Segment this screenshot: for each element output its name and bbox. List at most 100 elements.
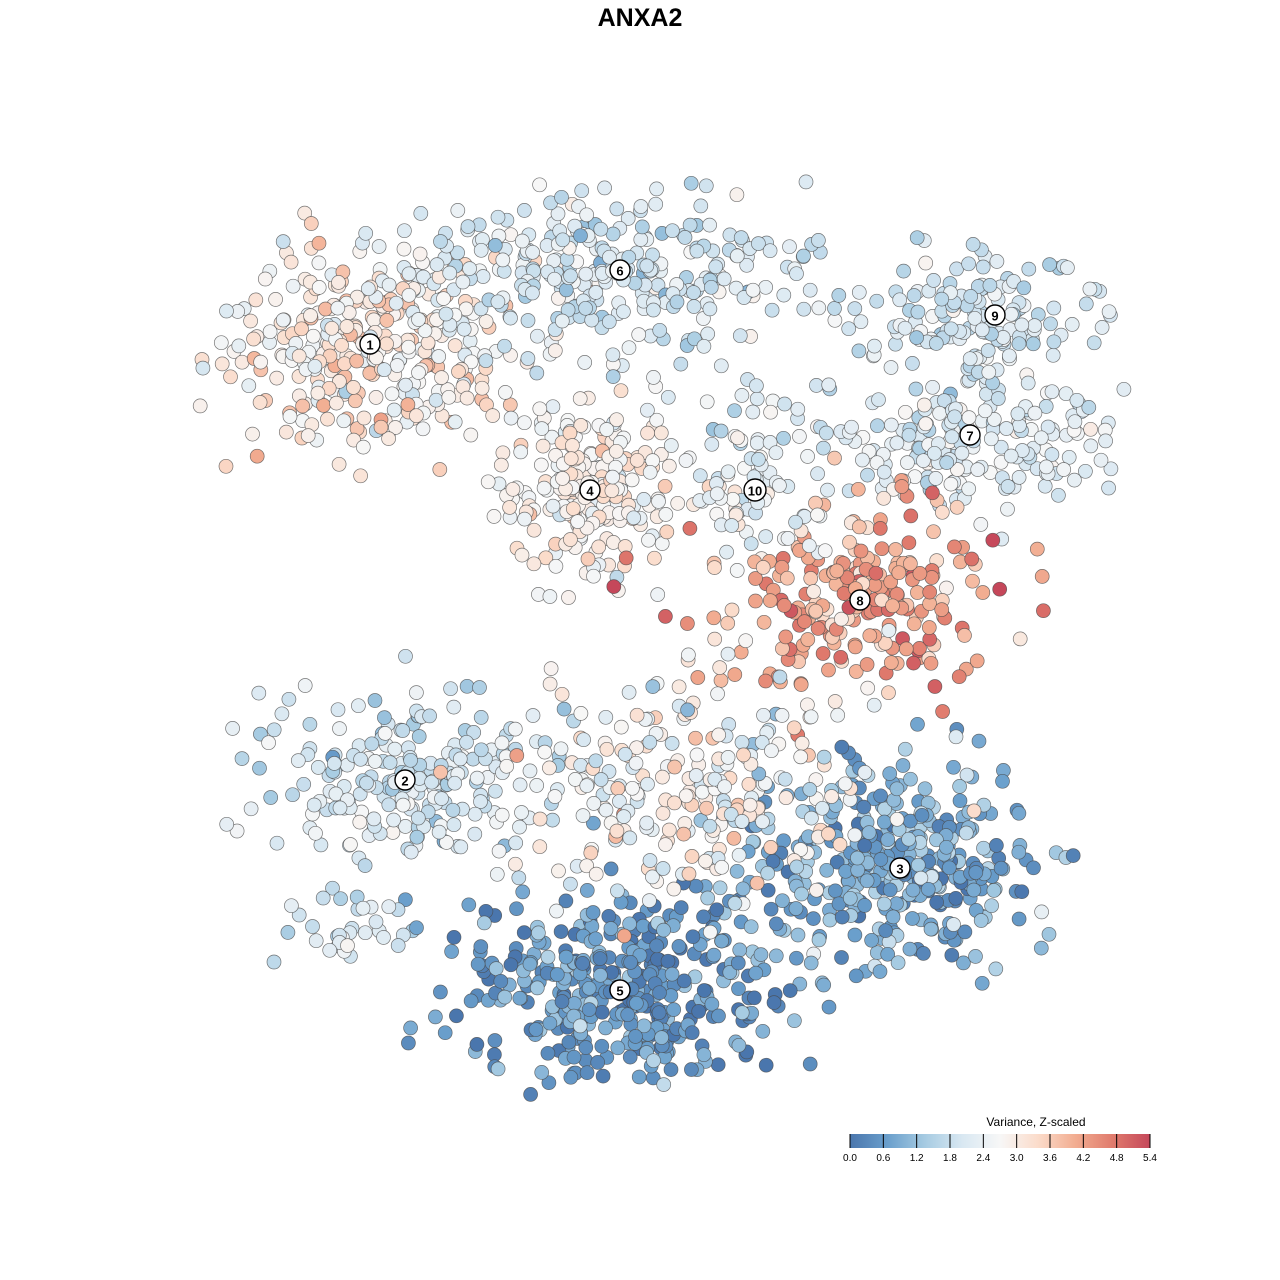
cell-point (410, 810, 426, 826)
cell-point (554, 189, 569, 205)
cell-point (731, 847, 747, 863)
colorbar-title: Variance, Z-scaled (986, 1115, 1085, 1129)
cell-point (732, 942, 748, 958)
cell-point (473, 742, 489, 758)
cell-point (910, 304, 926, 320)
cell-point (688, 730, 703, 746)
cell-point (328, 786, 344, 802)
cluster-label-badge (743, 478, 767, 502)
cell-point (545, 399, 561, 415)
cell-point (332, 374, 347, 389)
cell-point (811, 300, 827, 316)
cell-point (384, 386, 400, 402)
cell-point (409, 685, 424, 700)
cell-point (713, 423, 729, 439)
cell-point (898, 404, 913, 420)
cell-point (794, 735, 810, 751)
cell-point (763, 404, 778, 420)
cluster-label-badge (394, 769, 416, 791)
cell-point (738, 633, 754, 649)
cell-point (702, 301, 718, 317)
cell-point (751, 766, 767, 782)
cell-point (409, 920, 424, 936)
cell-point (729, 863, 745, 879)
cluster-label-8: 8 (849, 589, 871, 611)
cell-point (905, 911, 920, 926)
cell-point (656, 1077, 672, 1092)
cell-point (261, 735, 276, 751)
cell-point (647, 550, 662, 566)
cell-point (772, 478, 787, 493)
cell-point (947, 409, 962, 425)
cell-point (297, 678, 313, 693)
cell-point (948, 729, 964, 745)
cell-point (830, 707, 846, 723)
cell-point (445, 802, 461, 818)
cell-point (873, 788, 888, 804)
cell-point (749, 875, 765, 891)
cell-point (566, 996, 582, 1011)
cluster-label-2: 2 (394, 769, 416, 791)
cell-point (889, 781, 905, 797)
cell-point (488, 961, 504, 976)
cell-point (593, 967, 608, 983)
cell-point (473, 242, 489, 258)
cell-point (358, 225, 374, 241)
colorbar-tick-label: 5.4 (1143, 1153, 1157, 1164)
cell-point (833, 649, 849, 665)
cell-point (480, 474, 496, 490)
cell-point (713, 358, 729, 374)
cell-point (558, 893, 574, 909)
cell-point (857, 765, 873, 780)
cell-point (497, 338, 512, 354)
cell-point (290, 753, 306, 768)
cell-point (748, 571, 763, 586)
cell-point (889, 811, 905, 827)
cell-point (707, 560, 722, 575)
cell-point (793, 677, 809, 692)
cluster-label-4: 4 (579, 479, 601, 501)
cell-point (717, 779, 732, 795)
cell-point (593, 772, 609, 787)
cell-point (706, 610, 722, 626)
cell-point (902, 941, 918, 957)
cell-point (583, 845, 599, 861)
cell-point (629, 707, 645, 723)
cell-point (796, 301, 812, 317)
cell-point (755, 1023, 771, 1039)
cluster-label-text: 3 (896, 862, 903, 877)
cell-point (1037, 478, 1053, 494)
cell-point (682, 521, 698, 536)
cell-point (659, 524, 675, 540)
cell-point (1067, 414, 1083, 430)
cell-point (909, 330, 924, 345)
cell-point (547, 789, 563, 804)
cell-point (601, 908, 617, 924)
cell-point (696, 338, 712, 354)
cell-point (495, 252, 511, 268)
cell-point (649, 181, 664, 197)
cell-point (881, 685, 896, 701)
cell-point (952, 793, 968, 809)
cell-point (731, 1037, 747, 1053)
cell-point (573, 228, 588, 244)
cell-point (722, 965, 738, 980)
cluster-label-text: 6 (616, 264, 623, 279)
cell-point (532, 401, 548, 417)
cell-point (660, 389, 676, 405)
cell-point (681, 647, 696, 663)
cell-point (713, 673, 729, 688)
cell-point (733, 230, 749, 245)
cell-point (446, 817, 462, 833)
cell-point (639, 258, 655, 274)
cell-point (661, 822, 677, 838)
cell-point (928, 336, 944, 351)
cell-point (847, 927, 863, 943)
cell-point (986, 412, 1002, 427)
cell-point (1012, 631, 1028, 647)
colorbar-tick-label: 2.4 (976, 1153, 990, 1164)
cell-point (543, 661, 559, 676)
cell-point (512, 777, 528, 793)
cell-point (803, 955, 819, 971)
cell-point (655, 769, 670, 785)
